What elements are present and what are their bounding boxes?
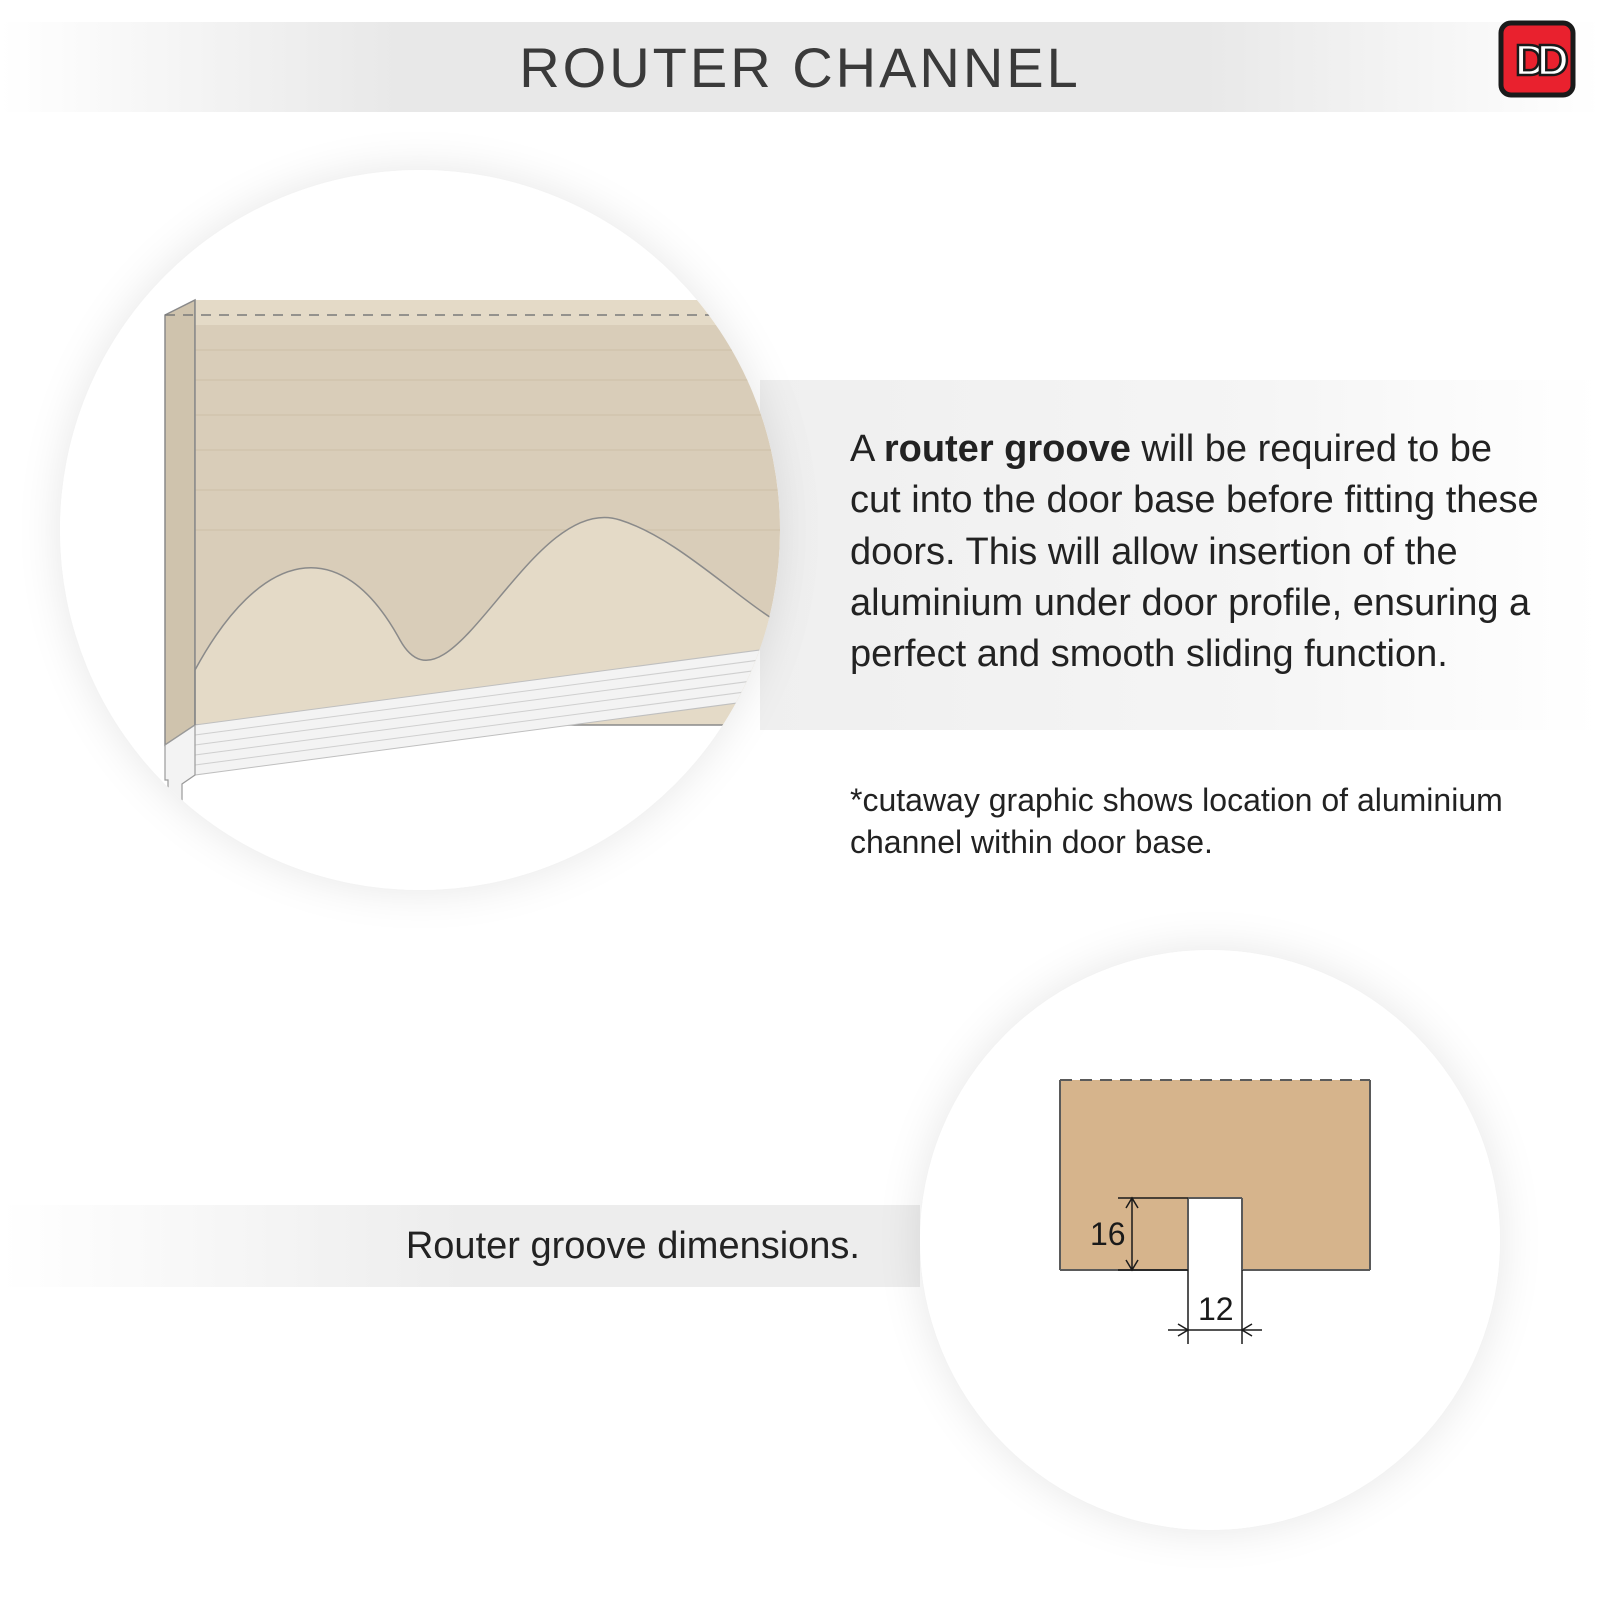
page-title: ROUTER CHANNEL <box>519 35 1081 100</box>
dim-depth: 16 <box>1090 1216 1126 1252</box>
dimensions-label: Router groove dimensions. <box>406 1225 860 1268</box>
desc-prefix: A <box>850 428 884 470</box>
desc-bold: router groove <box>884 428 1131 470</box>
brand-logo: D D <box>1498 20 1576 98</box>
dimensions-label-bar: Router groove dimensions. <box>0 1205 920 1287</box>
description-bar: A router groove will be required to be c… <box>760 380 1600 730</box>
footnote-text: *cutaway graphic shows location of alumi… <box>850 780 1530 863</box>
cutaway-illustration <box>60 170 780 890</box>
svg-text:D: D <box>1537 36 1569 85</box>
description-text: A router groove will be required to be c… <box>850 424 1540 680</box>
dim-width: 12 <box>1198 1291 1234 1327</box>
title-bar: ROUTER CHANNEL <box>0 22 1600 112</box>
cross-section-illustration: 16 12 <box>920 950 1500 1530</box>
